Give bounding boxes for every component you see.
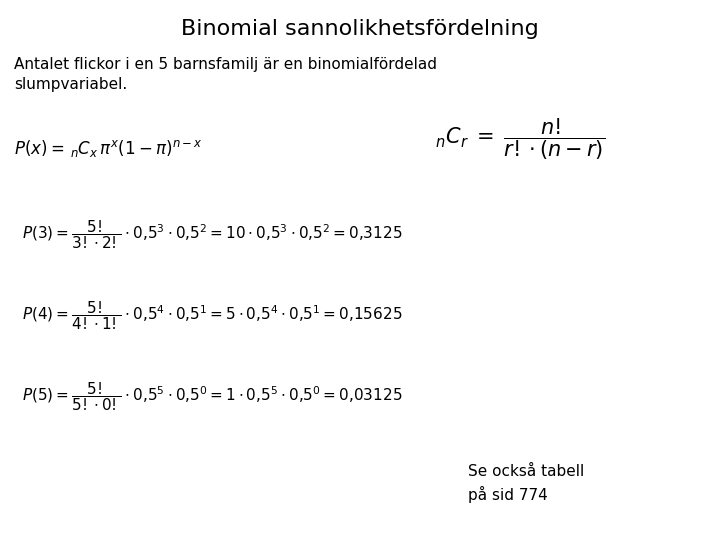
- Text: Se också tabell
på sid 774: Se också tabell på sid 774: [468, 464, 584, 503]
- Text: Binomial sannolikhetsfördelning: Binomial sannolikhetsfördelning: [181, 19, 539, 39]
- Text: $P(3)=\dfrac{5!}{3!\cdot 2!}\cdot 0{,}5^3\cdot 0{,}5^2=10\cdot 0{,}5^3\cdot 0{,}: $P(3)=\dfrac{5!}{3!\cdot 2!}\cdot 0{,}5^…: [22, 219, 402, 252]
- Text: $P(4)=\dfrac{5!}{4!\cdot 1!}\cdot 0{,}5^4\cdot 0{,}5^1=5\cdot 0{,}5^4\cdot 0{,}5: $P(4)=\dfrac{5!}{4!\cdot 1!}\cdot 0{,}5^…: [22, 300, 402, 333]
- Text: $\,{}_n C_r\;=\;\dfrac{n!}{r!\cdot\left(n-r\right)}$: $\,{}_n C_r\;=\;\dfrac{n!}{r!\cdot\left(…: [432, 116, 605, 161]
- Text: $P(5)=\dfrac{5!}{5!\cdot 0!}\cdot 0{,}5^5\cdot 0{,}5^0=1\cdot 0{,}5^5\cdot 0{,}5: $P(5)=\dfrac{5!}{5!\cdot 0!}\cdot 0{,}5^…: [22, 381, 402, 414]
- Text: Antalet flickor i en 5 barnsfamilj är en binomialfördelad
slumpvariabel.: Antalet flickor i en 5 barnsfamilj är en…: [14, 57, 438, 91]
- Text: $P(x)=\,{}_n C_x\,\pi^x\left(1-\pi\right)^{n-x}$: $P(x)=\,{}_n C_x\,\pi^x\left(1-\pi\right…: [14, 138, 203, 159]
